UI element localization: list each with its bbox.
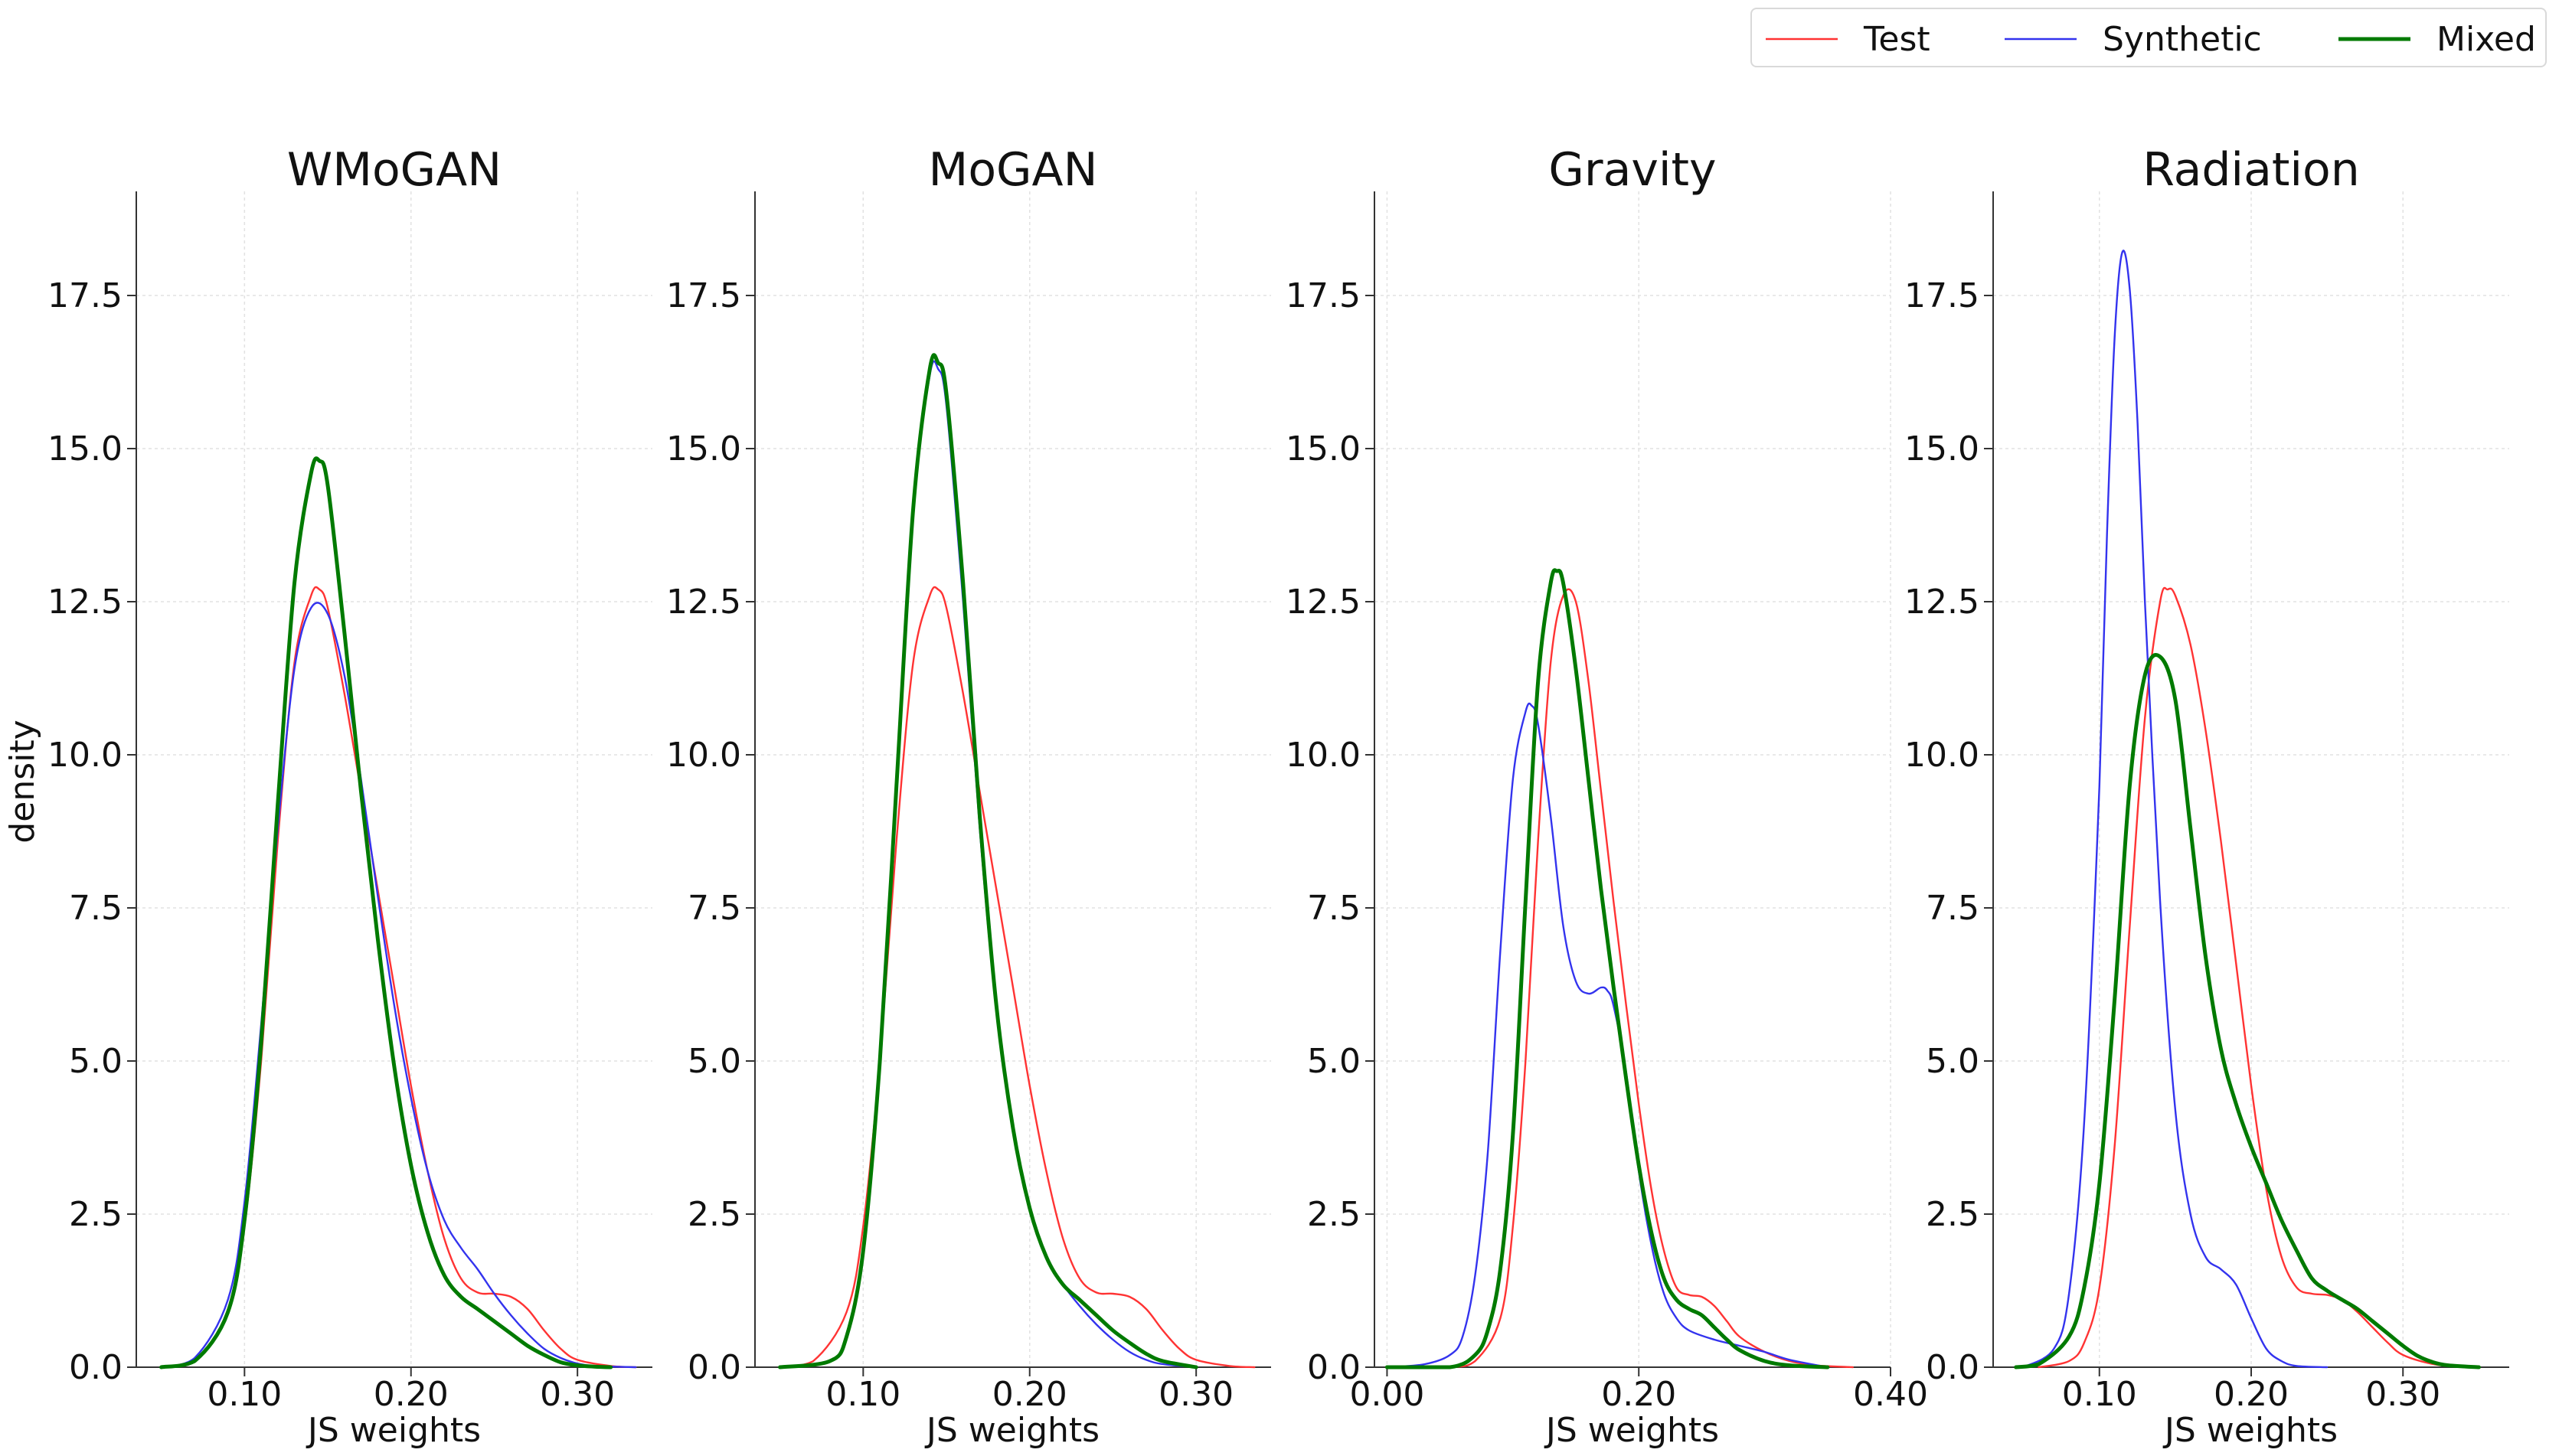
y-tick-label: 7.5 bbox=[1926, 889, 1979, 928]
panel-mogan: 0.0 2.5 5.0 7.5 10.0 12.5 15.0 17.5 0.10 0.20 0.30… bbox=[666, 143, 1271, 1450]
panel-title: Radiation bbox=[2142, 143, 2360, 197]
x-axis-label: JS weights bbox=[924, 1411, 1100, 1450]
series-line-mixed bbox=[1384, 568, 1830, 1369]
y-tick-label: 0.0 bbox=[1307, 1348, 1361, 1387]
series-line-synthetic bbox=[1386, 702, 1829, 1369]
x-axis-label: JS weights bbox=[2162, 1411, 2338, 1450]
y-tick-label: 12.5 bbox=[47, 583, 123, 622]
series-line-synthetic bbox=[779, 360, 1198, 1369]
y-tick-label: 17.5 bbox=[1904, 276, 1979, 315]
legend-box: Test Synthetic Mixed bbox=[1750, 8, 2547, 67]
y-tick-label: 10.0 bbox=[1286, 736, 1361, 775]
y-tick-label: 2.5 bbox=[69, 1195, 123, 1234]
series-line-synthetic bbox=[160, 602, 637, 1369]
y-tick-label: 5.0 bbox=[69, 1042, 123, 1081]
y-tick-label: 15.0 bbox=[1286, 429, 1361, 468]
x-tick-label: 0.40 bbox=[1853, 1375, 1928, 1414]
series-line-synthetic bbox=[2022, 250, 2329, 1369]
legend-swatch-synthetic bbox=[2005, 38, 2077, 41]
series-line-test bbox=[1386, 588, 1854, 1369]
panel-wmogan: 0.0 2.5 5.0 7.5 10.0 12.5 15.0 17.5 0.10 0.20 0.30… bbox=[47, 143, 652, 1450]
legend-label-mixed: Mixed bbox=[2436, 19, 2536, 59]
y-tick-label: 5.0 bbox=[1926, 1042, 1979, 1081]
x-tick-label: 0.20 bbox=[1601, 1375, 1676, 1414]
x-axis-label: JS weights bbox=[1544, 1411, 1719, 1450]
x-tick-label: 0.30 bbox=[1159, 1375, 1234, 1414]
y-tick-label: 12.5 bbox=[1904, 583, 1979, 622]
x-tick-label: 0.20 bbox=[992, 1375, 1067, 1414]
legend-swatch-test bbox=[1766, 38, 1838, 41]
y-tick-label: 2.5 bbox=[1307, 1195, 1361, 1234]
legend-label-test: Test bbox=[1864, 19, 1930, 59]
panel-radiation: 0.0 2.5 5.0 7.5 10.0 12.5 15.0 17.5 0.10 0.20 0.30… bbox=[1904, 143, 2509, 1450]
x-axis-label: JS weights bbox=[306, 1411, 481, 1450]
y-tick-label: 12.5 bbox=[666, 583, 741, 622]
legend-item-test: Test bbox=[1766, 9, 1930, 69]
y-tick-label: 15.0 bbox=[666, 429, 741, 468]
y-tick-label: 15.0 bbox=[47, 429, 123, 468]
x-tick-label: 0.20 bbox=[374, 1375, 449, 1414]
y-tick-label: 7.5 bbox=[688, 889, 741, 928]
y-tick-label: 17.5 bbox=[1286, 276, 1361, 315]
series-line-mixed bbox=[159, 456, 613, 1369]
y-tick-label: 17.5 bbox=[47, 276, 123, 315]
y-tick-label: 15.0 bbox=[1904, 429, 1979, 468]
y-tick-label: 2.5 bbox=[688, 1195, 741, 1234]
x-tick-label: 0.10 bbox=[207, 1375, 282, 1414]
y-tick-label: 0.0 bbox=[69, 1348, 123, 1387]
y-tick-label: 12.5 bbox=[1286, 583, 1361, 622]
legend-item-mixed: Mixed bbox=[2338, 9, 2536, 69]
panel-title: WMoGAN bbox=[287, 143, 502, 197]
y-tick-label: 7.5 bbox=[69, 889, 123, 928]
x-tick-label: 0.20 bbox=[2214, 1375, 2289, 1414]
x-tick-label: 0.30 bbox=[2365, 1375, 2440, 1414]
y-tick-label: 7.5 bbox=[1307, 889, 1361, 928]
y-tick-label: 10.0 bbox=[666, 736, 741, 775]
x-tick-label: 0.10 bbox=[2062, 1375, 2137, 1414]
y-tick-label: 10.0 bbox=[47, 736, 123, 775]
series-line-test bbox=[2038, 586, 2465, 1369]
y-tick-label: 5.0 bbox=[688, 1042, 741, 1081]
panel-title: MoGAN bbox=[929, 143, 1098, 197]
series-line-mixed bbox=[2014, 653, 2481, 1369]
y-tick-label: 0.0 bbox=[1926, 1348, 1979, 1387]
y-tick-label: 0.0 bbox=[688, 1348, 741, 1387]
figure-ylabel: density bbox=[3, 720, 42, 843]
panel-title: Gravity bbox=[1548, 143, 1716, 197]
legend-swatch-mixed bbox=[2338, 37, 2410, 41]
x-tick-label: 0.30 bbox=[540, 1375, 615, 1414]
panel-gravity: 0.0 2.5 5.0 7.5 10.0 12.5 15.0 17.5 0.00 0.20 0.40… bbox=[1286, 143, 1928, 1450]
legend-label-synthetic: Synthetic bbox=[2103, 19, 2262, 59]
y-tick-label: 10.0 bbox=[1904, 736, 1979, 775]
x-tick-label: 0.10 bbox=[825, 1375, 900, 1414]
y-tick-label: 2.5 bbox=[1926, 1195, 1979, 1234]
legend-item-synthetic: Synthetic bbox=[2005, 9, 2262, 69]
series-line-test bbox=[160, 586, 637, 1369]
series-line-test bbox=[779, 586, 1256, 1369]
series-line-mixed bbox=[778, 353, 1198, 1369]
y-tick-label: 17.5 bbox=[666, 276, 741, 315]
y-tick-label: 5.0 bbox=[1307, 1042, 1361, 1081]
x-tick-label: 0.00 bbox=[1349, 1375, 1424, 1414]
